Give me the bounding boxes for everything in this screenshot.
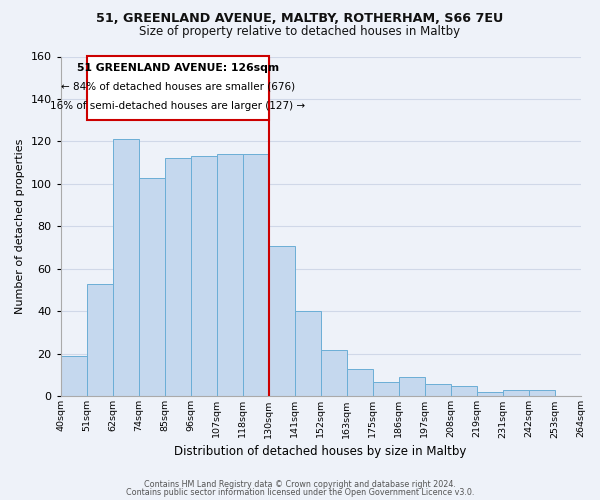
X-axis label: Distribution of detached houses by size in Maltby: Distribution of detached houses by size … (175, 444, 467, 458)
Bar (217, 154, 242, 396)
Bar (269, 246, 295, 396)
Bar (86, 56, 269, 120)
Bar (242, 154, 269, 396)
Bar (139, 178, 164, 396)
Bar (398, 378, 425, 396)
Text: Contains public sector information licensed under the Open Government Licence v3: Contains public sector information licen… (126, 488, 474, 497)
Text: ← 84% of detached houses are smaller (676): ← 84% of detached houses are smaller (67… (61, 82, 295, 92)
Text: Size of property relative to detached houses in Maltby: Size of property relative to detached ho… (139, 25, 461, 38)
Text: Contains HM Land Registry data © Crown copyright and database right 2024.: Contains HM Land Registry data © Crown c… (144, 480, 456, 489)
Y-axis label: Number of detached properties: Number of detached properties (15, 139, 25, 314)
Bar (191, 156, 217, 396)
Bar (295, 312, 320, 396)
Bar (164, 158, 191, 396)
Bar (61, 356, 86, 397)
Text: 16% of semi-detached houses are larger (127) →: 16% of semi-detached houses are larger (… (50, 101, 305, 111)
Bar (113, 140, 139, 396)
Bar (373, 382, 398, 396)
Bar (347, 369, 373, 396)
Bar (86, 284, 113, 397)
Bar (503, 390, 529, 396)
Text: 51 GREENLAND AVENUE: 126sqm: 51 GREENLAND AVENUE: 126sqm (77, 63, 279, 73)
Bar (451, 386, 476, 396)
Bar (425, 384, 451, 396)
Bar (529, 390, 554, 396)
Bar (476, 392, 503, 396)
Bar (320, 350, 347, 397)
Text: 51, GREENLAND AVENUE, MALTBY, ROTHERHAM, S66 7EU: 51, GREENLAND AVENUE, MALTBY, ROTHERHAM,… (97, 12, 503, 26)
